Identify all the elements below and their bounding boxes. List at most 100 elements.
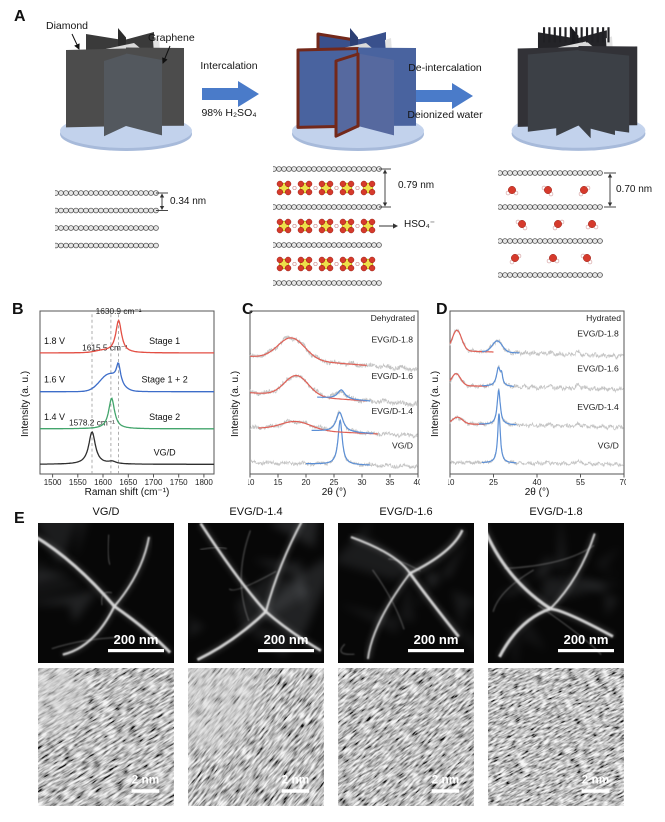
hydrogen-atom	[334, 261, 339, 267]
condition-label: Dehydrated	[371, 313, 416, 323]
oxygen-atom	[276, 256, 284, 264]
panel-c-label: C	[242, 301, 254, 318]
column-label-evgd16: EVG/D-1.6	[379, 506, 433, 518]
carbon-atom	[128, 225, 134, 231]
carbon-atom	[512, 170, 518, 176]
raw-data-curve	[449, 415, 624, 468]
carbon-atom	[281, 166, 287, 172]
tick-label: 1650	[119, 478, 137, 486]
carbon-atom	[98, 242, 104, 249]
oxygen-atom	[360, 256, 368, 264]
column-label-vgd: VG/D	[92, 506, 120, 518]
carbon-atom	[557, 204, 563, 210]
tem-scale-label: 2 nm	[432, 772, 460, 786]
carbon-atom	[331, 166, 337, 172]
carbon-atom	[552, 170, 558, 176]
tick-label: 10	[448, 478, 455, 486]
oxygen-atom	[297, 256, 305, 264]
carbon-atom	[356, 242, 362, 248]
fit-curve	[449, 329, 494, 353]
carbon-atom	[498, 204, 503, 210]
sem-scale-label: 200 nm	[264, 632, 309, 647]
graphene-ridge	[62, 605, 116, 656]
carbon-atom	[93, 190, 99, 196]
oxygen-atom	[284, 264, 292, 272]
carbon-atom	[346, 204, 352, 210]
deintercalation-arrow	[416, 83, 473, 109]
carbon-atom	[148, 242, 154, 249]
raman-chart: 1500 1550 1600 1650 1700 1750 1800 VG/D 1578.2 c…	[38, 308, 216, 486]
carbon-atom	[276, 204, 282, 210]
tick-label: 25	[330, 478, 339, 486]
render-1-svg	[60, 28, 192, 151]
scale-bar	[558, 649, 614, 653]
sem-image-vgd: 200 nm	[38, 523, 174, 663]
sem-image-evgd14: 200 nm	[188, 523, 324, 663]
carbon-atom	[73, 242, 79, 249]
oxygen-atom	[368, 180, 376, 188]
carbon-atom	[517, 170, 523, 176]
oxygen-atom	[318, 188, 326, 196]
carbon-atom	[567, 238, 573, 244]
carbon-atom	[58, 242, 64, 249]
carbon-atom	[361, 204, 367, 210]
oxygen-atom	[544, 186, 552, 194]
carbon-atom	[78, 225, 84, 231]
carbon-atom	[128, 242, 134, 249]
oxygen-atom	[339, 218, 347, 226]
carbon-atom	[63, 207, 69, 214]
tem2-svg: 2 nm	[338, 668, 474, 806]
oxygen-atom	[305, 188, 313, 196]
arrow-shape	[416, 83, 473, 109]
carbon-atom	[58, 207, 64, 214]
oxygen-atom	[347, 264, 355, 272]
arrowhead	[159, 206, 165, 210]
arrow-shape	[202, 81, 259, 107]
carbon-atom	[286, 204, 292, 210]
spectrum-curve	[40, 319, 214, 354]
carbon-atom	[118, 242, 124, 249]
spectrum-curve	[40, 362, 214, 393]
carbon-atom	[371, 280, 377, 286]
carbon-atom	[331, 242, 337, 248]
carbon-atom	[517, 238, 523, 244]
sem1-svg: 200 nm	[188, 523, 324, 663]
carbon-atom	[341, 166, 347, 172]
chart-element	[188, 668, 324, 806]
carbon-atom	[133, 190, 139, 196]
hydrogen-atom	[313, 223, 318, 229]
carbon-atom	[98, 225, 104, 231]
oxygen-atom	[347, 226, 355, 234]
carbon-atom	[68, 190, 74, 196]
arrowhead	[382, 169, 388, 174]
lattice-fringes	[488, 668, 624, 806]
graphene-ridge	[199, 523, 267, 613]
carbon-atom	[291, 242, 297, 248]
chart-element	[38, 668, 174, 806]
tem-image-evgd14: 2 nm	[188, 668, 324, 806]
graphene-membrane	[38, 561, 83, 598]
carbon-atom	[55, 242, 59, 249]
graphene-ridge	[265, 610, 322, 652]
carbon-atom	[527, 170, 533, 176]
raman-xaxis-label: Raman shift (cm⁻¹)	[84, 487, 170, 498]
carbon-atom	[562, 272, 568, 278]
graphene-ridge	[196, 610, 267, 661]
carbon-atom	[331, 280, 337, 286]
graphene-ridge	[498, 607, 551, 658]
raman-yaxis-label: Intensity (a. u.)	[20, 370, 31, 437]
secondary-ridge	[228, 570, 277, 591]
secondary-ridge	[492, 569, 534, 613]
lattice-fringes	[38, 668, 174, 806]
graphene-fin	[358, 53, 394, 136]
hydrogen-atom	[334, 185, 339, 191]
carbon-atom	[366, 166, 372, 172]
carbon-atom	[83, 242, 89, 249]
raw-data-curve	[449, 388, 624, 431]
carbon-atom	[301, 204, 307, 210]
carbon-atom	[108, 190, 114, 196]
carbon-atom	[113, 190, 119, 196]
fit-curve	[481, 340, 520, 354]
carbon-atom	[276, 242, 282, 248]
carbon-atom	[351, 166, 357, 172]
